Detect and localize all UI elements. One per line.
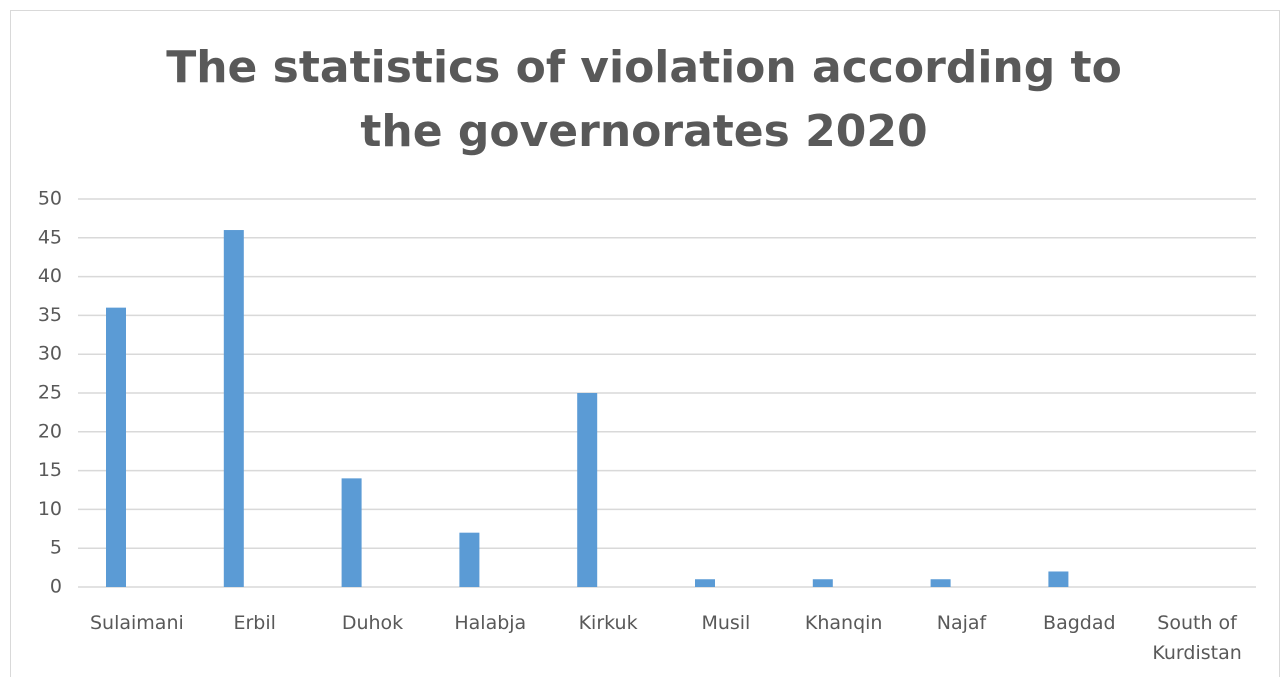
bar xyxy=(577,393,598,587)
x-tick-label: South of Kurdistan xyxy=(1152,612,1242,664)
y-tick-label: 10 xyxy=(38,498,62,520)
bar xyxy=(106,307,126,587)
bar xyxy=(459,532,480,587)
y-tick-label: 45 xyxy=(38,226,62,248)
y-tick-label: 40 xyxy=(38,265,62,287)
x-tick-label: Khanqin xyxy=(804,612,883,634)
y-tick-label: 5 xyxy=(50,537,62,559)
y-tick-label: 20 xyxy=(38,420,62,442)
x-tick-label: Duhok xyxy=(341,612,404,634)
x-tick-label: Halabja xyxy=(454,612,527,634)
chart-title: The statistics of violation according to… xyxy=(166,42,1122,157)
x-tick-label: Kirkuk xyxy=(578,612,638,634)
bar xyxy=(223,230,244,588)
x-tick-label: Bagdad xyxy=(1043,612,1116,634)
y-tick-label: 0 xyxy=(50,576,62,598)
y-tick-label: 15 xyxy=(38,459,62,481)
chart-frame xyxy=(10,10,1280,677)
x-tick-label: Erbil xyxy=(233,612,276,634)
x-tick-label: Musil xyxy=(701,612,751,634)
y-tick-label: 30 xyxy=(38,343,62,365)
x-tick-label: Sulaimani xyxy=(90,612,184,634)
y-tick-label: 35 xyxy=(38,304,62,326)
x-tick-label: Najaf xyxy=(936,612,987,634)
bar xyxy=(695,579,715,587)
bar xyxy=(1048,571,1069,587)
bar xyxy=(930,579,951,587)
bar xyxy=(341,478,362,587)
y-tick-label: 50 xyxy=(38,188,62,210)
y-tick-label: 25 xyxy=(38,382,62,404)
bar xyxy=(812,579,833,587)
